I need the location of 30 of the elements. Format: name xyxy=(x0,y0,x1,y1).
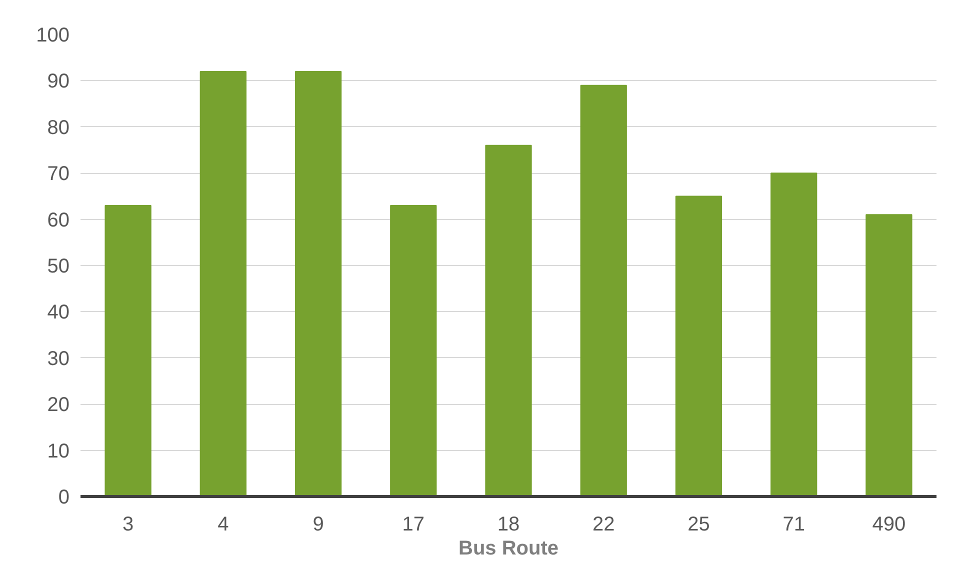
bar xyxy=(104,204,152,496)
bar xyxy=(675,196,722,496)
x-tick-label: 22 xyxy=(592,514,615,536)
bar xyxy=(200,70,246,496)
y-tick-label: 40 xyxy=(47,302,70,324)
x-tick-label: 17 xyxy=(402,514,425,536)
x-tick-label: 4 xyxy=(218,514,229,536)
y-tick-label: 10 xyxy=(47,440,70,462)
bar xyxy=(294,70,342,496)
y-tick-label: 80 xyxy=(47,116,70,139)
x-tick-label: 490 xyxy=(872,514,906,536)
y-tick-label: 0 xyxy=(58,486,70,508)
x-tick-label: 71 xyxy=(782,514,805,536)
y-tick-label: 20 xyxy=(47,394,70,416)
y-tick-label: 60 xyxy=(47,209,70,232)
x-axis-title: Bus Route xyxy=(458,538,558,560)
x-tick-label: 9 xyxy=(312,514,324,536)
bar xyxy=(485,144,532,496)
bar xyxy=(580,84,627,496)
bar xyxy=(866,214,912,496)
x-tick-label: 3 xyxy=(122,514,134,536)
y-tick-label: 100 xyxy=(36,24,70,46)
bar xyxy=(770,172,818,496)
y-tick-label: 30 xyxy=(47,348,70,370)
x-tick-label: 25 xyxy=(688,514,710,536)
x-tick-label: 18 xyxy=(497,514,520,536)
y-tick-label: 70 xyxy=(47,163,70,186)
y-tick-label: 90 xyxy=(47,70,70,93)
y-tick-label: 50 xyxy=(47,256,70,278)
bar xyxy=(390,204,437,496)
